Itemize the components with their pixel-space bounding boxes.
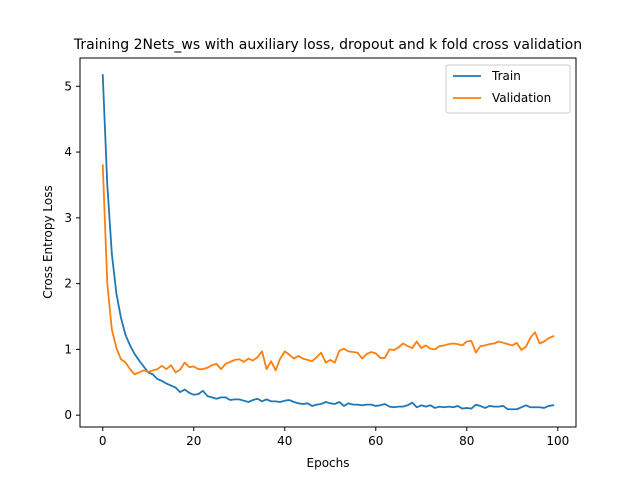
- plot-lines: [101, 74, 555, 411]
- plot-frame: [79, 57, 577, 428]
- y-tick-label: 3: [64, 211, 72, 225]
- x-tick-label: 20: [186, 434, 201, 448]
- x-tick-label: 60: [368, 434, 383, 448]
- chart-title: Training 2Nets_ws with auxiliary loss, d…: [73, 37, 582, 53]
- x-tick-label: 0: [99, 434, 107, 448]
- y-axis-label: Cross Entropy Loss: [41, 185, 55, 298]
- y-axis: 0 1 2 3 4 5: [64, 79, 80, 422]
- legend-box: [445, 64, 571, 114]
- y-tick-label: 1: [64, 342, 72, 356]
- y-tick-label: 2: [64, 277, 72, 291]
- x-tick-label: 40: [277, 434, 292, 448]
- x-tick-label: 80: [459, 434, 474, 448]
- legend-label-validation: Validation: [492, 91, 551, 105]
- legend-label-train: Train: [491, 69, 521, 83]
- y-tick-label: 4: [64, 145, 72, 159]
- x-axis: 0 20 40 60 80 100: [99, 427, 569, 448]
- y-tick-label: 0: [64, 408, 72, 422]
- y-tick-label: 5: [64, 79, 72, 93]
- series-line-train: [101, 74, 555, 411]
- x-tick-label: 100: [546, 434, 569, 448]
- x-axis-label: Epochs: [307, 456, 350, 470]
- legend: Train Validation: [445, 64, 571, 114]
- series-line-validation: [101, 164, 555, 376]
